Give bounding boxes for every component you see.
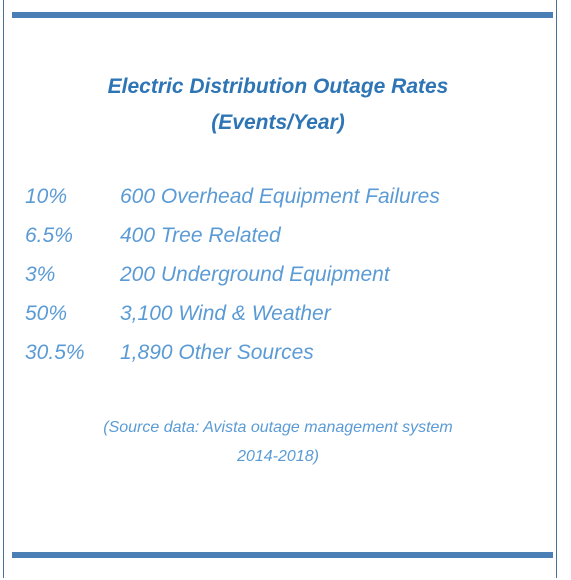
subtitle: (Events/Year) <box>211 111 345 134</box>
outage-item: 400 Tree Related <box>120 224 281 247</box>
outage-item: 200 Underground Equipment <box>120 263 390 286</box>
percent: 50% <box>25 302 68 325</box>
source-note: 2014-2018) <box>237 448 319 465</box>
bottom-rule <box>12 552 553 558</box>
outage-item: 600 Overhead Equipment Failures <box>120 185 440 208</box>
callout-box <box>3 0 557 578</box>
percent: 10% <box>25 185 68 208</box>
outage-item: 3,100 Wind & Weather <box>120 302 331 325</box>
top-rule <box>12 12 553 18</box>
outage-item: 1,890 Other Sources <box>120 341 314 364</box>
percent: 6.5% <box>25 224 73 247</box>
source-note: (Source data: Avista outage management s… <box>103 419 453 436</box>
percent: 3% <box>25 263 56 286</box>
percent: 30.5% <box>25 341 85 364</box>
title: Electric Distribution Outage Rates <box>107 75 449 98</box>
